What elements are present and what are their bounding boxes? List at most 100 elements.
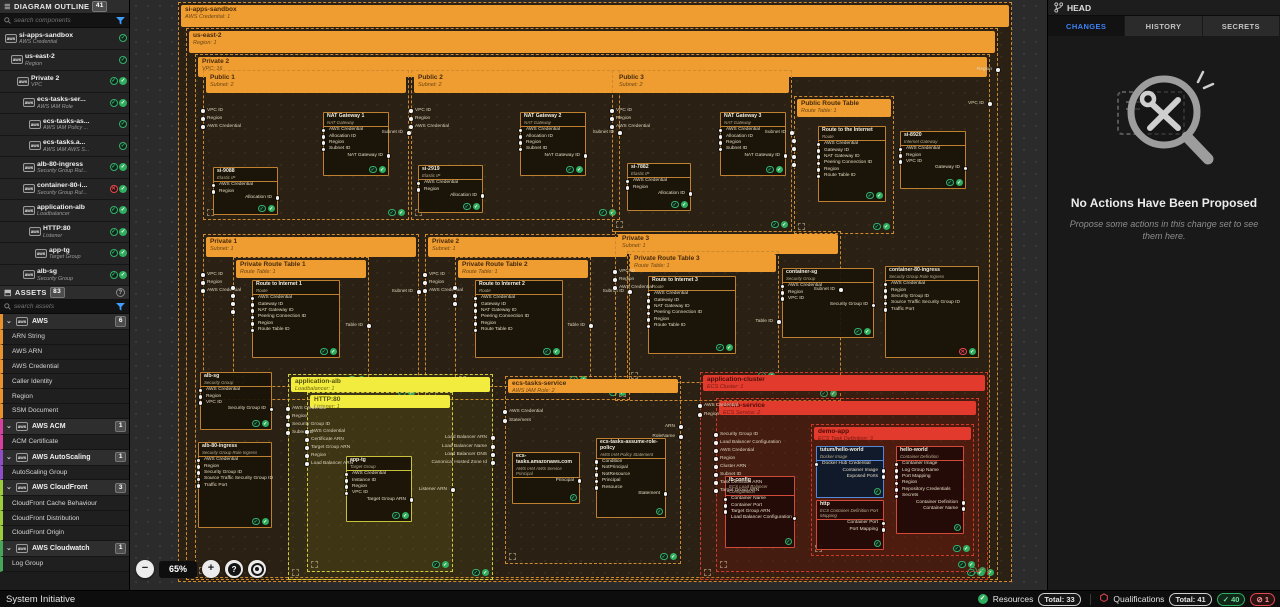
input-socket-dot[interactable] bbox=[198, 401, 203, 406]
node-container-80-ingress[interactable]: container-80-ingress Security Group Rule … bbox=[883, 266, 979, 358]
asset-item-cloudfront-distribution[interactable]: CloudFront Distribution bbox=[0, 511, 129, 526]
socket-dot[interactable] bbox=[988, 102, 992, 106]
input-socket-dot[interactable] bbox=[816, 174, 821, 179]
socket-dot[interactable] bbox=[453, 294, 457, 298]
socket-dot[interactable] bbox=[503, 410, 507, 414]
socket-dot[interactable] bbox=[423, 273, 427, 277]
node-route-to-internet-2[interactable]: Route to Internet 2 Route AWS Credential Ga… bbox=[473, 280, 563, 358]
output-socket-dot[interactable] bbox=[583, 154, 588, 158]
input-socket-dot[interactable] bbox=[594, 466, 599, 471]
asset-item-aws-arn[interactable]: AWS ARN bbox=[0, 344, 129, 360]
input-socket-dot[interactable] bbox=[594, 473, 599, 477]
input-socket-dot[interactable] bbox=[894, 494, 899, 499]
input-socket-dot[interactable] bbox=[718, 141, 723, 146]
input-socket-dot[interactable] bbox=[344, 485, 349, 490]
input-socket-dot[interactable] bbox=[416, 181, 421, 186]
outline-item-private-2[interactable]: aws Private 2 VPC ✓ ✓ bbox=[0, 71, 129, 93]
input-socket-dot[interactable] bbox=[473, 322, 478, 326]
outline-item-si-apps-sandbox[interactable]: aws si-apps-sandbox AWS Credential ✓ bbox=[0, 28, 129, 50]
socket-dot[interactable] bbox=[610, 109, 614, 113]
node-alb-sg[interactable]: alb-sg Security Group AWS Credential Region… bbox=[198, 372, 274, 430]
socket-dot[interactable] bbox=[451, 488, 455, 492]
input-socket-dot[interactable] bbox=[646, 318, 651, 322]
socket-dot[interactable] bbox=[491, 436, 495, 440]
node-nat-gateway-2[interactable]: NAT Gateway 2 NAT Gateway AWS Credential Al… bbox=[518, 112, 588, 176]
input-socket-dot[interactable] bbox=[518, 128, 523, 133]
output-socket-dot[interactable] bbox=[688, 192, 693, 197]
socket-dot[interactable] bbox=[714, 449, 718, 453]
outline-item-alb-80-ingress[interactable]: aws alb-80-ingress Security Group Rul... ✓ ✓ bbox=[0, 157, 129, 179]
input-socket-dot[interactable] bbox=[718, 135, 723, 139]
input-socket-dot[interactable] bbox=[883, 289, 888, 293]
asset-group-aws-cloudwatch[interactable]: ⌄ aws AWS Cloudwatch 1 bbox=[0, 540, 129, 557]
assets-help-icon[interactable]: ? bbox=[116, 288, 125, 297]
node-hello-world[interactable]: hello-world Container Definition Container… bbox=[894, 446, 966, 534]
socket-dot[interactable] bbox=[201, 289, 205, 293]
node-ecs-tasks-amazonaws-com[interactable]: ecs-tasks.amazonaws.com AWS IAM AWS Servi… bbox=[512, 452, 582, 504]
node-ecs-tasks-assume-role-policy[interactable]: ecs-tasks-assume-role-policy AWS IAM Poli… bbox=[594, 438, 668, 518]
socket-dot[interactable] bbox=[679, 425, 683, 429]
input-socket-dot[interactable] bbox=[816, 161, 821, 166]
outline-item-http-80[interactable]: aws HTTP:80 Listener ✓ ✓ bbox=[0, 221, 129, 243]
input-socket-dot[interactable] bbox=[250, 315, 255, 320]
input-socket-dot[interactable] bbox=[344, 479, 349, 483]
socket-dot[interactable] bbox=[792, 163, 796, 167]
input-socket-dot[interactable] bbox=[473, 303, 478, 307]
zoom-in-button[interactable]: + bbox=[202, 560, 221, 578]
input-socket-dot[interactable] bbox=[894, 469, 899, 473]
socket-dot[interactable] bbox=[286, 415, 290, 419]
socket-dot[interactable] bbox=[618, 131, 622, 135]
output-socket-dot[interactable] bbox=[275, 196, 280, 201]
input-socket-dot[interactable] bbox=[321, 135, 326, 139]
socket-dot[interactable] bbox=[714, 465, 718, 469]
search-assets-input[interactable] bbox=[14, 303, 113, 310]
node-http[interactable]: http ECS Container Definition Port Mappin… bbox=[816, 500, 886, 550]
input-socket-dot[interactable] bbox=[780, 291, 785, 295]
input-socket-dot[interactable] bbox=[473, 296, 478, 301]
output-socket-dot[interactable] bbox=[792, 516, 797, 521]
socket-dot[interactable] bbox=[792, 147, 796, 151]
asset-item-region[interactable]: Region bbox=[0, 389, 129, 404]
frame-public-route-table[interactable]: Public Route Table Route Table: 1 ✓ ✓ bbox=[794, 96, 894, 234]
input-socket-dot[interactable] bbox=[198, 388, 203, 393]
outline-item-ecs-tasks-ser[interactable]: aws ecs-tasks-ser... AWS IAM Role ✓ ✓ bbox=[0, 92, 129, 114]
socket-dot[interactable] bbox=[409, 109, 413, 113]
node-tutum-hello-world[interactable]: tutum/hello-world Docker Image Docker Hub … bbox=[814, 446, 886, 498]
search-components-input[interactable] bbox=[14, 17, 113, 24]
node-alb-80-ingress[interactable]: alb-80-ingress Security Group Rule Ingres… bbox=[196, 442, 273, 528]
node-si-9088[interactable]: si-9088 Elastic IP AWS Credential Region All… bbox=[211, 167, 280, 215]
help-button[interactable]: ? bbox=[225, 560, 244, 578]
output-socket-dot[interactable] bbox=[386, 154, 391, 158]
input-socket-dot[interactable] bbox=[898, 154, 903, 158]
outline-item-app-tg[interactable]: aws app-tg Target Group ✓ ✓ bbox=[0, 243, 129, 265]
output-socket-dot[interactable] bbox=[409, 498, 414, 502]
node-container-sg[interactable]: container-sg Security Group AWS Credential… bbox=[780, 268, 876, 338]
input-socket-dot[interactable] bbox=[211, 183, 216, 188]
input-socket-dot[interactable] bbox=[473, 328, 478, 333]
socket-dot[interactable] bbox=[201, 281, 205, 285]
input-socket-dot[interactable] bbox=[473, 315, 478, 320]
input-socket-dot[interactable] bbox=[894, 475, 899, 480]
input-socket-dot[interactable] bbox=[894, 481, 899, 486]
socket-dot[interactable] bbox=[423, 281, 427, 285]
input-socket-dot[interactable] bbox=[196, 471, 201, 476]
socket-dot[interactable] bbox=[231, 286, 235, 290]
input-socket-dot[interactable] bbox=[344, 491, 349, 496]
input-socket-dot[interactable] bbox=[321, 128, 326, 133]
asset-item-cloudfront-cache-behaviour[interactable]: CloudFront Cache Behaviour bbox=[0, 496, 129, 512]
input-socket-dot[interactable] bbox=[814, 462, 819, 467]
input-socket-dot[interactable] bbox=[625, 186, 630, 190]
socket-dot[interactable] bbox=[367, 324, 371, 328]
output-socket-dot[interactable] bbox=[881, 521, 886, 526]
output-socket-dot[interactable] bbox=[961, 501, 966, 505]
socket-dot[interactable] bbox=[613, 270, 617, 274]
input-socket-dot[interactable] bbox=[883, 282, 888, 287]
socket-dot[interactable] bbox=[409, 117, 413, 121]
canvas[interactable]: − 65% + ? si-apps-sandbox AWS Credential:… bbox=[130, 0, 1047, 590]
tab-changes[interactable]: CHANGES bbox=[1048, 16, 1126, 36]
asset-item-caller-identity[interactable]: Caller Identity bbox=[0, 374, 129, 390]
zoom-out-button[interactable]: − bbox=[136, 560, 154, 578]
socket-dot[interactable] bbox=[610, 117, 614, 121]
socket-dot[interactable] bbox=[790, 131, 794, 135]
